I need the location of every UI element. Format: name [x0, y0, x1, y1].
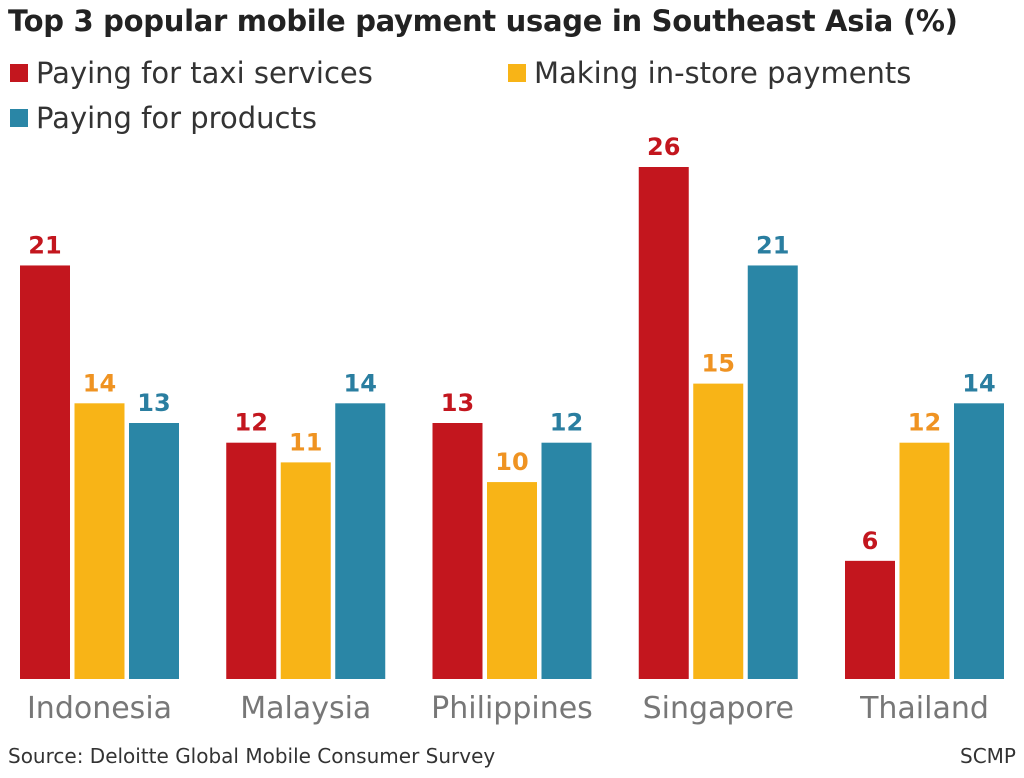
legend-swatch-taxi — [10, 64, 28, 82]
legend-label-products: Paying for products — [36, 101, 317, 135]
data-label: 12 — [908, 409, 941, 437]
data-label: 12 — [550, 409, 583, 437]
data-label: 21 — [28, 231, 61, 259]
bar — [487, 482, 537, 679]
data-label: 13 — [137, 389, 170, 417]
data-label: 15 — [702, 350, 735, 378]
legend-swatch-products — [10, 109, 28, 127]
data-label: 10 — [495, 448, 528, 476]
category-label: Indonesia — [27, 691, 172, 726]
data-label: 14 — [83, 369, 116, 397]
data-label: 26 — [647, 133, 680, 161]
category-label: Thailand — [859, 691, 989, 726]
bar — [693, 383, 744, 679]
bar — [899, 442, 950, 679]
bar — [226, 442, 277, 679]
legend-swatch-in-store — [508, 64, 526, 82]
data-label: 14 — [962, 369, 995, 397]
bar — [845, 560, 895, 679]
bar — [541, 442, 592, 679]
data-label: 21 — [756, 231, 789, 259]
bar — [638, 167, 689, 679]
category-label: Singapore — [643, 691, 794, 726]
data-label: 13 — [441, 389, 474, 417]
credit: SCMP — [960, 744, 1016, 768]
bar — [280, 462, 331, 679]
bar — [74, 403, 125, 679]
bar — [747, 265, 798, 679]
legend-item-taxi: Paying for taxi services — [10, 56, 373, 90]
bar — [954, 403, 1004, 679]
chart-title: Top 3 popular mobile payment usage in So… — [8, 4, 958, 38]
data-label: 11 — [289, 428, 322, 456]
legend-item-in-store: Making in-store payments — [508, 56, 911, 90]
bar — [20, 265, 70, 679]
data-label: 6 — [862, 527, 879, 555]
category-label: Malaysia — [240, 691, 371, 726]
legend-label-in-store: Making in-store payments — [534, 56, 912, 90]
source-note: Source: Deloitte Global Mobile Consumer … — [8, 744, 496, 768]
bar — [335, 403, 386, 679]
category-label: Philippines — [431, 691, 593, 726]
bar — [129, 423, 179, 679]
data-label: 12 — [235, 409, 268, 437]
legend-item-products: Paying for products — [10, 101, 317, 135]
bar — [432, 423, 483, 679]
legend-label-taxi: Paying for taxi services — [36, 56, 373, 90]
data-label: 14 — [344, 369, 377, 397]
